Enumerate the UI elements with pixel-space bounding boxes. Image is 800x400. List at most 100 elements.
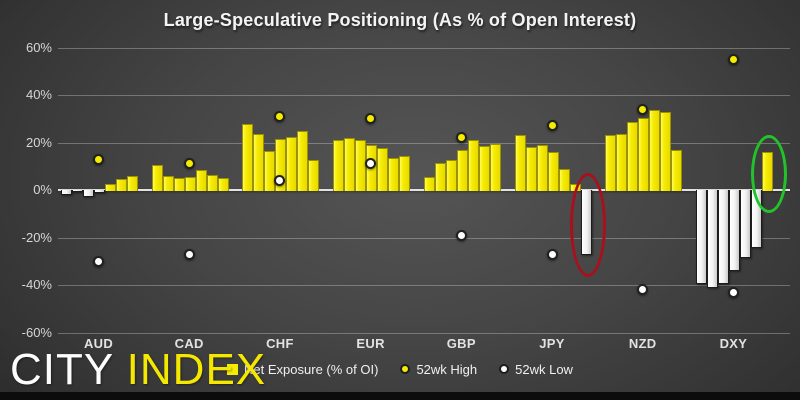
y-axis-label-60%: 60% (25, 39, 52, 55)
chart-legend: Net Exposure (% of OI) 52wk High 52wk Lo… (0, 359, 800, 379)
net-exposure-bar-NZD-1 (605, 135, 617, 191)
net-exposure-bar-CAD-1 (151, 165, 163, 191)
gridline--20% (58, 237, 790, 239)
net-exposure-bar-EUR-6 (388, 157, 400, 191)
net-exposure-bar-GBP-2 (434, 162, 446, 191)
net-exposure-bar-AUD-7 (127, 175, 138, 191)
net-exposure-bar-CHF-1 (242, 123, 254, 191)
chart-title: Large-Speculative Positioning (As % of O… (163, 10, 637, 30)
low-dot-NZD (637, 284, 649, 296)
legend-high-label: 52wk High (416, 361, 478, 377)
low-dot-EUR (365, 158, 377, 170)
net-exposure-bar-CHF-5 (286, 136, 298, 191)
low-dot-CAD (183, 248, 195, 260)
x-axis-label-AUD: AUD (83, 336, 114, 351)
legend-low-label: 52wk Low (515, 361, 573, 377)
low-dot-JPY (546, 248, 558, 260)
net-exposure-bar-CAD-4 (184, 176, 196, 191)
net-exposure-bar-CHF-3 (264, 150, 276, 191)
low-dot-CHF (274, 175, 286, 186)
net-exposure-bar-NZD-7 (671, 149, 683, 191)
high-dot-DXY (727, 53, 739, 65)
net-exposure-bar-NZD-5 (649, 110, 661, 191)
x-axis-label-NZD: NZD (628, 336, 657, 351)
x-axis-label-CAD: CAD (174, 336, 204, 351)
net-exposure-bar-CHF-7 (308, 160, 320, 191)
net-exposure-bar-NZD-4 (638, 117, 650, 191)
net-exposure-bar-JPY-4 (547, 152, 559, 191)
net-exposure-bar-DXY-3 (717, 190, 729, 284)
net-exposure-bar-AUD-6 (116, 179, 127, 191)
high-dot-CHF (274, 110, 286, 122)
net-exposure-bar-DXY-6 (750, 190, 762, 248)
net-exposure-bar-GBP-4 (456, 149, 468, 191)
net-exposure-bar-JPY-5 (558, 168, 570, 191)
y-axis-label--20%: -20% (21, 229, 52, 245)
low-dot-AUD (93, 255, 104, 267)
net-exposure-bar-CHF-4 (275, 138, 287, 191)
net-exposure-bar-GBP-6 (478, 146, 490, 191)
low-dot-GBP (455, 229, 467, 241)
net-exposure-bar-EUR-1 (333, 140, 345, 191)
gridline-60% (58, 47, 790, 49)
x-axis-label-JPY: JPY (539, 336, 565, 351)
net-exposure-bar-GBP-3 (445, 160, 457, 191)
net-exposure-bar-JPY-1 (514, 135, 526, 191)
net-exposure-bar-DXY-1 (695, 190, 707, 284)
net-exposure-swatch-icon (227, 363, 239, 375)
net-exposure-bar-CHF-6 (297, 130, 309, 191)
net-exposure-bar-AUD-3 (83, 190, 94, 197)
net-exposure-bar-CHF-2 (253, 134, 265, 191)
annotation-ellipse-dxy (751, 135, 788, 213)
net-exposure-bar-EUR-7 (399, 155, 411, 191)
net-exposure-bar-AUD-2 (72, 190, 83, 193)
net-exposure-bar-JPY-3 (536, 144, 548, 191)
y-axis-label-20%: 20% (25, 134, 52, 150)
net-exposure-bar-CAD-6 (206, 174, 218, 191)
net-exposure-bar-EUR-2 (344, 137, 356, 191)
legend-item-52wk-low: 52wk Low (499, 362, 573, 377)
city-index-logo: CITY INDEX (10, 348, 266, 392)
low-dot-icon (499, 364, 510, 374)
high-dot-CAD (183, 158, 195, 170)
net-exposure-bar-JPY-2 (525, 147, 537, 191)
x-axis-label-DXY: DXY (719, 336, 748, 351)
legend-net-exposure-label: Net Exposure (% of OI) (244, 361, 379, 377)
net-exposure-bar-DXY-5 (739, 190, 751, 258)
y-axis-label--60%: -60% (21, 324, 52, 340)
high-dot-AUD (93, 153, 104, 165)
net-exposure-bar-DXY-4 (728, 190, 740, 271)
annotation-ellipse-jpy (570, 173, 606, 278)
x-axis-label-GBP: GBP (446, 336, 476, 351)
high-dot-GBP (455, 132, 467, 144)
y-axis-label-40%: 40% (25, 87, 52, 102)
legend-item-52wk-high: 52wk High (400, 362, 477, 377)
net-exposure-bar-AUD-1 (61, 190, 72, 195)
gridline-40% (58, 95, 790, 96)
net-exposure-bar-CAD-3 (173, 178, 185, 191)
net-exposure-bar-NZD-6 (660, 111, 672, 191)
y-axis-label--40%: -40% (21, 277, 52, 292)
gridline-20% (58, 142, 790, 144)
net-exposure-bar-NZD-2 (616, 134, 628, 191)
high-dot-NZD (637, 103, 649, 115)
low-dot-DXY (727, 286, 739, 298)
net-exposure-bar-CAD-7 (217, 178, 229, 191)
net-exposure-bar-CAD-5 (195, 169, 207, 191)
bottom-black-strip (0, 392, 800, 400)
legend-item-net-exposure: Net Exposure (% of OI) (227, 362, 378, 377)
high-dot-icon (400, 364, 411, 374)
high-dot-EUR (365, 113, 377, 125)
x-axis-label-CHF: CHF (266, 336, 294, 351)
y-axis-label-0%: 0% (33, 182, 52, 197)
net-exposure-bar-DXY-2 (706, 190, 718, 289)
logo-index-text: INDEX (126, 345, 267, 394)
gridline--60% (58, 332, 790, 334)
net-exposure-bar-GBP-5 (467, 140, 479, 191)
gridline--40% (58, 285, 790, 286)
net-exposure-bar-GBP-7 (489, 143, 501, 191)
logo-city-text: CITY (10, 345, 114, 394)
net-exposure-bar-AUD-5 (105, 184, 116, 191)
net-exposure-bar-EUR-5 (377, 148, 389, 191)
